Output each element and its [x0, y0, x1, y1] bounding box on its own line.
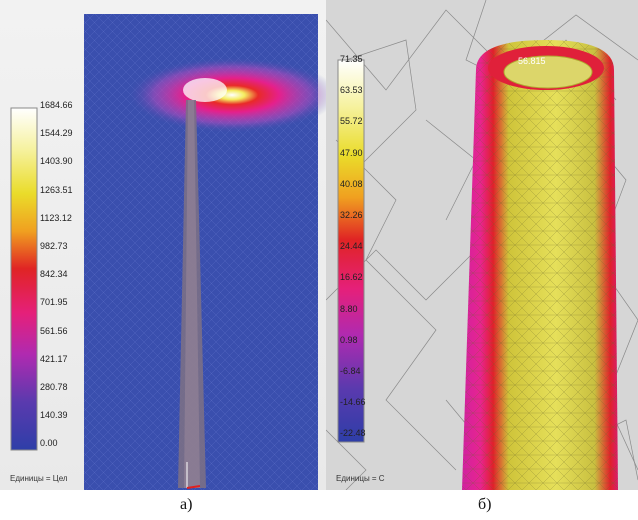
legend-tick-label: 982.73	[40, 241, 68, 251]
caption-a: а)	[180, 496, 193, 513]
legend-tick-label: 0.00	[40, 438, 58, 449]
panel-a-graphic	[10, 14, 326, 490]
legend-tick-label: 8.80	[340, 303, 358, 314]
fea-panel-b: 71.35 63.53 55.72 47.90 40.08 32.26 24.44 16.62…	[326, 0, 638, 490]
legend-tick-label: 32.26	[340, 210, 363, 220]
legend-tick-label: 842.34	[40, 269, 68, 280]
legend-tick-label: -22.48	[340, 428, 366, 439]
tube-opening	[503, 55, 593, 89]
probe-value: 56.815	[518, 56, 546, 66]
caption-b: б)	[478, 496, 492, 513]
legend-tick-label: 16.62	[340, 272, 363, 283]
legend-tick-label: -6.84	[340, 366, 361, 376]
legend-bar-b	[337, 59, 365, 443]
legend-tick-label: 63.53	[340, 85, 363, 96]
legend-tick-label: 1123.12	[40, 212, 72, 223]
legend-tick-label: 1544.29	[40, 128, 73, 139]
legend-tick-label: 140.39	[40, 410, 68, 421]
panel-b-graphic	[326, 0, 638, 490]
legend-tick-label: 0.98	[340, 334, 358, 345]
legend-tick-label: 55.72	[340, 116, 363, 127]
legend-tick-label: 71.35	[340, 54, 363, 64]
legend-tick-label: 701.95	[40, 297, 68, 308]
legend-tick-label: 1403.90	[40, 156, 73, 167]
fea-panel-a: 1684.66 1544.29 1403.90 1263.51 1123.12 982.7…	[0, 0, 326, 490]
heat-plume	[127, 57, 326, 133]
legend-tick-label: 24.44	[340, 241, 363, 252]
units-label-b: Единицы = C	[336, 474, 385, 483]
legend-tick-label: 421.17	[40, 353, 68, 364]
legend-tick-label: -14.66	[340, 397, 366, 408]
legend-bar-a	[10, 107, 38, 451]
legend-tick-label: 1263.51	[40, 184, 73, 195]
legend-tick-label: 47.90	[340, 147, 363, 158]
legend-tick-label: 561.56	[40, 325, 68, 336]
legend-tick-label: 40.08	[340, 178, 363, 189]
legend-tick-label: 1684.66	[40, 100, 73, 110]
legend-tick-label: 280.78	[40, 382, 68, 392]
units-label-a: Единицы = Цел	[10, 474, 68, 483]
